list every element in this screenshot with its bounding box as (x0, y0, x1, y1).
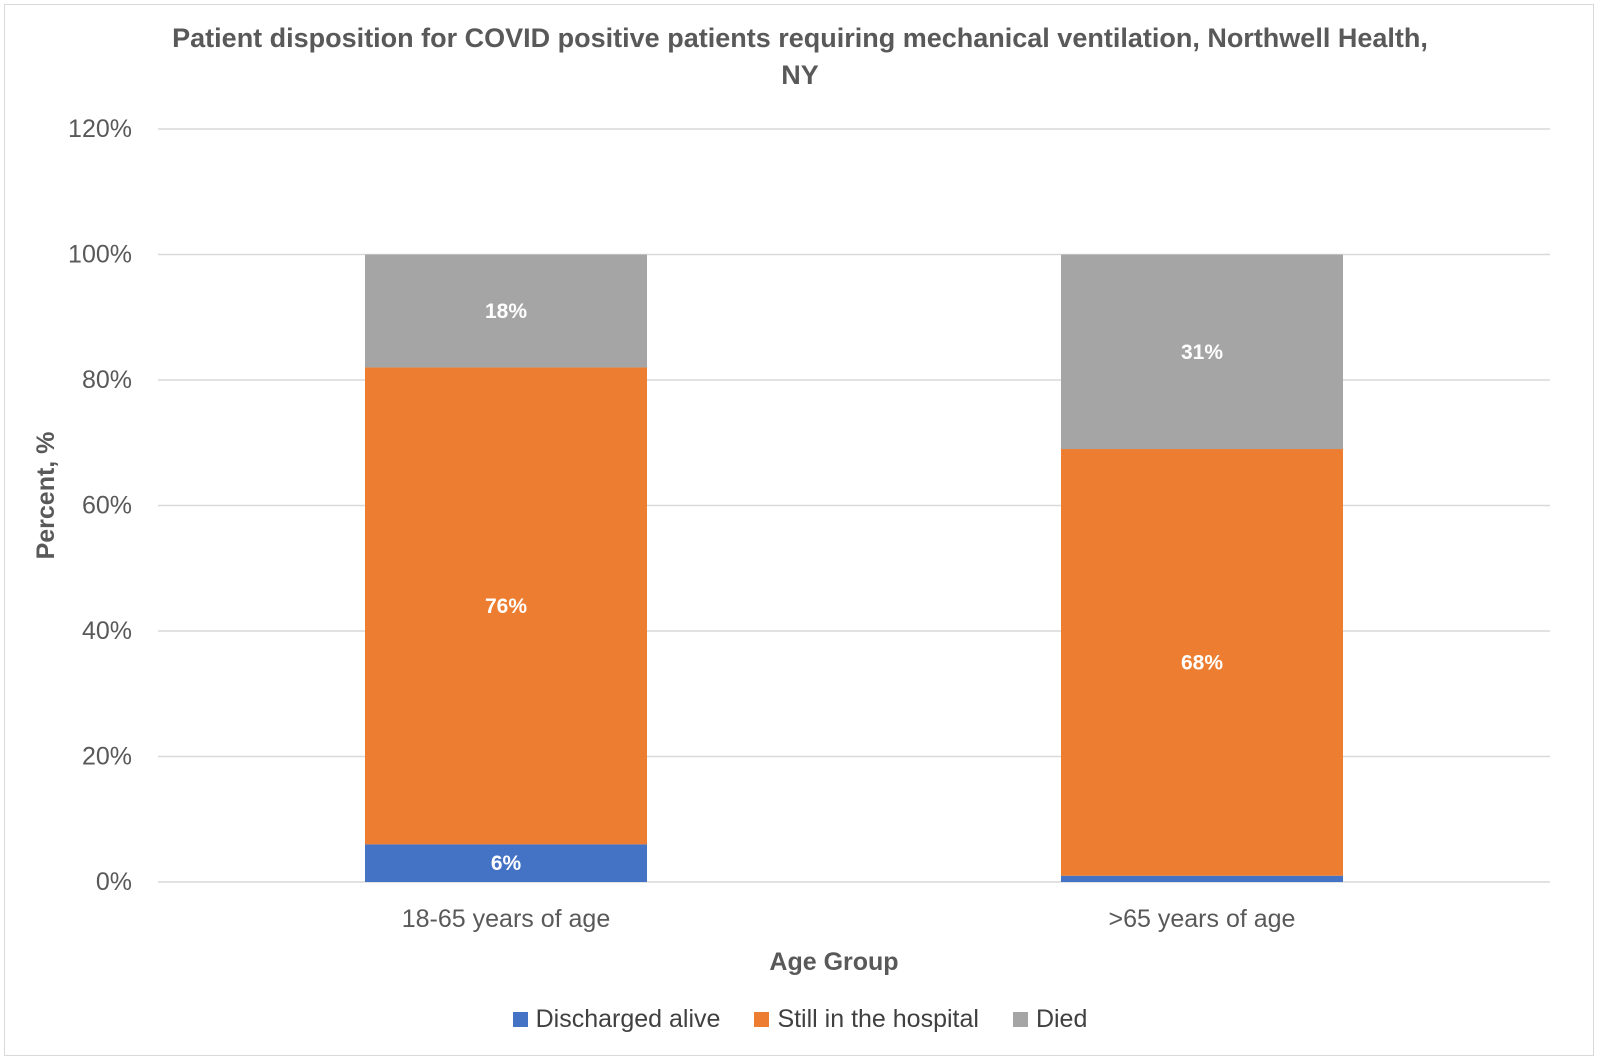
bar-segment (1061, 449, 1343, 876)
y-axis-title: Percent, % (32, 432, 60, 560)
y-tick-label: 0% (96, 868, 132, 896)
bar-segment (365, 254, 647, 368)
y-tick-label: 120% (68, 115, 132, 143)
legend-item: Died (1012, 1005, 1088, 1034)
bar-segment (365, 844, 647, 882)
data-label: 18% (485, 300, 527, 323)
x-axis-title: Age Group (769, 948, 898, 976)
bar-segment (365, 367, 647, 845)
data-label: 31% (1181, 341, 1223, 364)
y-tick-label: 60% (82, 492, 132, 520)
legend-swatch (1012, 1012, 1028, 1027)
legend-swatch (512, 1012, 528, 1027)
data-label: 6% (491, 852, 522, 875)
legend-label: Still in the hospital (777, 1005, 979, 1033)
legend: Discharged alive Still in the hospital Die… (0, 1005, 1600, 1034)
legend-swatch (754, 1012, 770, 1027)
y-tick-label: 100% (68, 241, 132, 269)
y-tick-label: 80% (82, 366, 132, 394)
bar-segment (1061, 254, 1343, 450)
legend-label: Died (1035, 1005, 1088, 1033)
data-label: 68% (1181, 651, 1223, 674)
legend-item: Still in the hospital (754, 1005, 979, 1034)
bar-segment (1061, 875, 1343, 882)
data-label: 76% (485, 595, 527, 618)
chart-title: Patient disposition for COVID positive p… (172, 23, 1428, 90)
x-tick-label: 18-65 years of age (402, 905, 610, 933)
legend-item: Discharged alive (512, 1005, 721, 1034)
legend-label: Discharged alive (535, 1005, 721, 1033)
x-tick-label: >65 years of age (1109, 905, 1296, 933)
y-tick-label: 20% (82, 743, 132, 771)
y-tick-label: 40% (82, 617, 132, 645)
